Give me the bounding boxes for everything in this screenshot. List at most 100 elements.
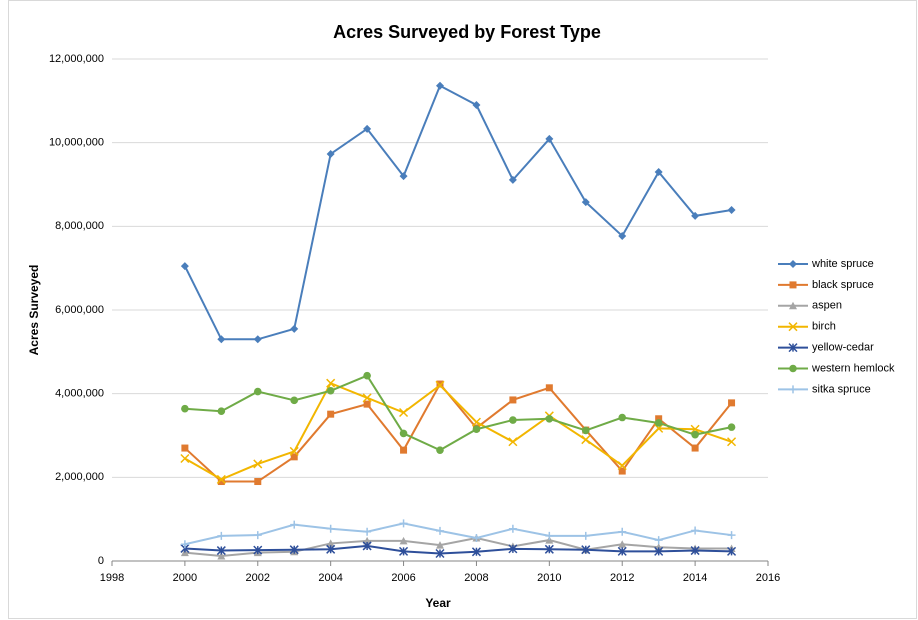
marker	[472, 533, 481, 542]
marker	[654, 546, 664, 556]
x-tick-label: 2012	[610, 572, 634, 584]
marker	[581, 198, 590, 207]
marker	[727, 531, 736, 540]
x-tick-label: 2014	[683, 572, 707, 584]
legend-label: white spruce	[811, 258, 874, 270]
marker	[180, 262, 189, 271]
marker	[727, 206, 736, 215]
marker	[581, 531, 590, 540]
marker	[690, 546, 700, 556]
marker	[399, 429, 408, 438]
x-axis-title: Year	[425, 596, 451, 610]
marker	[400, 446, 408, 454]
marker	[436, 81, 444, 90]
marker	[326, 378, 336, 388]
marker	[472, 101, 481, 110]
y-tick-label: 4,000,000	[55, 388, 104, 400]
marker	[654, 419, 663, 427]
legend-marker	[789, 260, 797, 268]
marker	[289, 446, 299, 456]
marker	[180, 540, 189, 549]
marker	[471, 417, 481, 427]
marker	[363, 536, 372, 545]
marker	[472, 425, 481, 434]
marker	[727, 437, 737, 447]
marker	[254, 478, 262, 486]
marker	[217, 335, 226, 344]
marker	[399, 546, 409, 556]
marker	[691, 444, 699, 452]
marker	[217, 478, 225, 486]
marker	[436, 541, 444, 549]
x-tick-label: 2010	[537, 572, 561, 584]
y-axis-title: Acres Surveyed	[27, 265, 41, 356]
legend-marker	[788, 343, 798, 353]
marker	[617, 461, 627, 471]
marker	[436, 446, 444, 454]
marker	[618, 231, 627, 240]
marker	[217, 407, 226, 416]
marker	[436, 380, 444, 388]
marker	[363, 124, 372, 133]
series-line	[184, 536, 732, 557]
chart-title: Acres Surveyed by Forest Type	[333, 22, 601, 42]
marker	[618, 467, 626, 475]
marker	[436, 526, 444, 535]
series-line	[184, 382, 733, 483]
legend-marker	[789, 385, 797, 394]
marker	[508, 437, 518, 447]
marker	[545, 414, 554, 423]
marker	[399, 172, 408, 181]
x-tick-label: 2008	[464, 572, 488, 584]
marker	[290, 520, 299, 529]
marker	[581, 545, 591, 555]
marker	[327, 410, 335, 418]
x-tick-label: 2002	[246, 572, 270, 584]
marker	[581, 426, 590, 435]
marker	[362, 541, 372, 551]
marker	[617, 546, 627, 556]
marker	[728, 399, 736, 407]
x-tick-label: 2000	[173, 572, 197, 584]
marker	[545, 531, 554, 540]
legend-label: yellow-cedar	[812, 342, 874, 354]
marker	[326, 544, 336, 554]
marker	[181, 404, 189, 413]
marker	[326, 149, 335, 158]
marker	[216, 474, 226, 484]
legend-label: black spruce	[812, 279, 874, 291]
marker	[691, 211, 700, 220]
y-tick-label: 2,000,000	[55, 471, 104, 483]
x-tick-label: 2004	[318, 572, 342, 584]
marker	[508, 544, 518, 554]
x-tick-label: 1998	[100, 572, 124, 584]
marker	[690, 424, 700, 434]
x-tick-label: 2016	[756, 572, 780, 584]
series-line	[184, 374, 732, 452]
marker	[363, 371, 371, 380]
marker	[435, 380, 445, 390]
marker	[544, 544, 554, 554]
series-line	[184, 544, 732, 555]
y-tick-label: 10,000,000	[49, 137, 104, 149]
marker	[253, 459, 263, 469]
marker	[727, 423, 736, 431]
marker	[253, 387, 262, 396]
legend-label: sitka spruce	[812, 383, 871, 395]
marker	[654, 423, 664, 433]
marker	[691, 526, 700, 535]
marker	[509, 396, 517, 404]
x-tick-label: 2006	[391, 572, 415, 584]
legend-label: birch	[812, 321, 836, 333]
marker	[435, 548, 445, 559]
marker	[508, 175, 517, 184]
marker	[654, 536, 663, 545]
marker	[655, 415, 663, 423]
marker	[326, 386, 335, 395]
marker	[508, 524, 517, 533]
marker	[326, 524, 335, 533]
marker	[399, 536, 408, 545]
marker	[618, 540, 627, 548]
